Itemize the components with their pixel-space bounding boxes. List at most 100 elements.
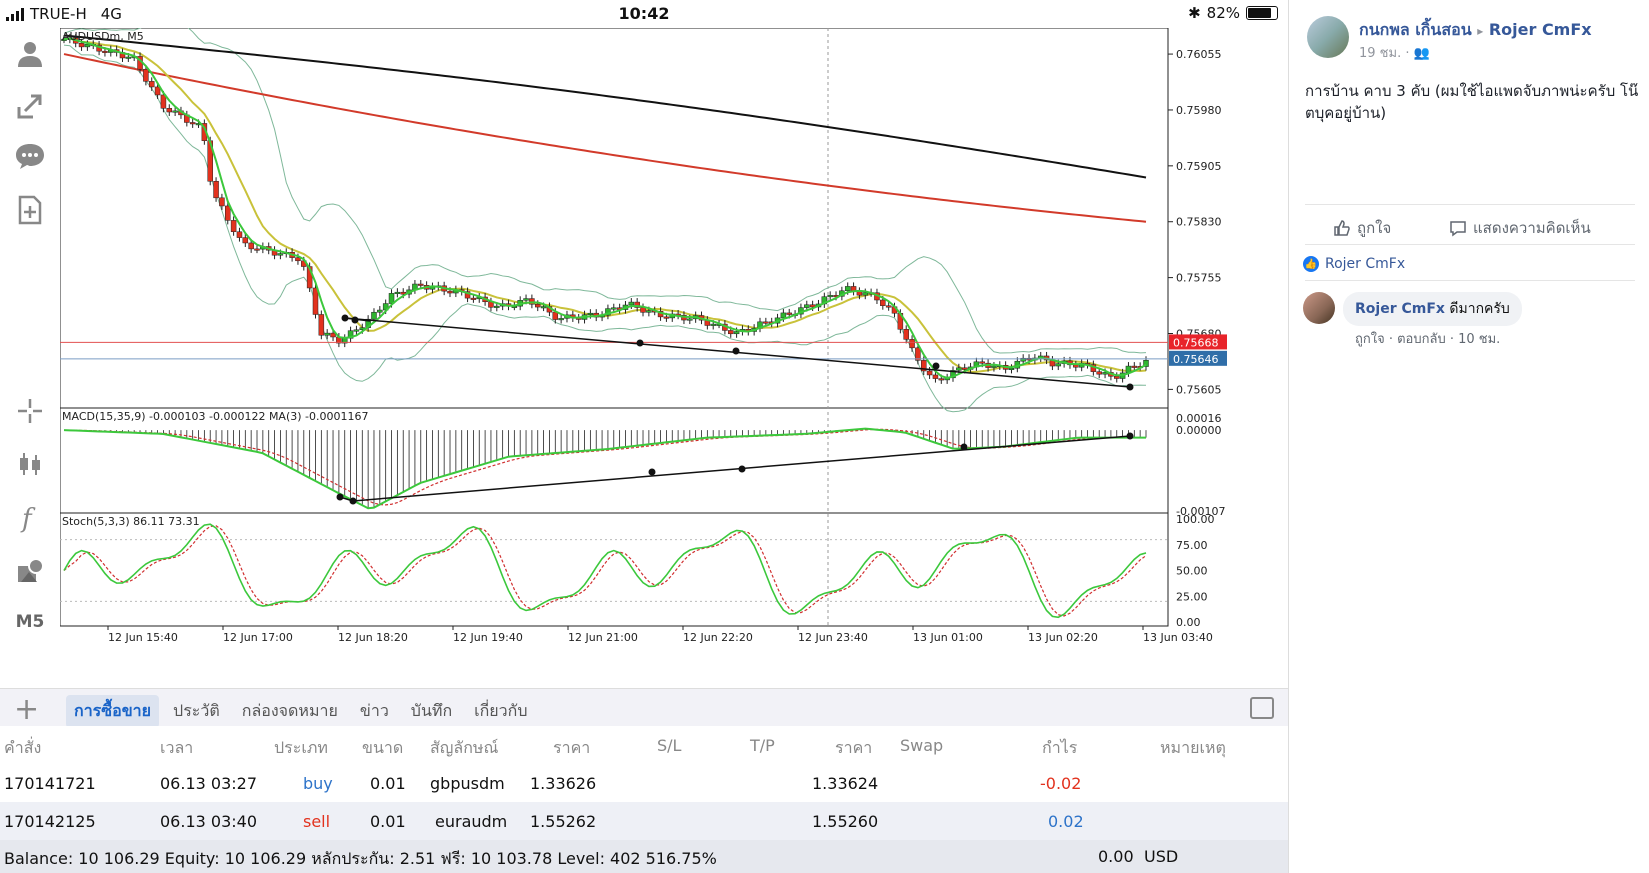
new-order-icon[interactable] [10, 192, 50, 228]
candle-body [330, 332, 336, 338]
post-header: กนกพล เกิ้นสอน ▸ Rojer CmFx [1359, 18, 1592, 43]
candle-body [470, 297, 477, 300]
tab-4[interactable]: บันทึก [410, 701, 453, 720]
order-id: 170141721 [4, 774, 96, 793]
clock: 10:42 [618, 4, 670, 23]
divider [1305, 280, 1635, 281]
table-row[interactable]: 170142125 06.13 03:40 sell 0.01 euraudm 1.552… [0, 802, 1288, 840]
candle-body [915, 347, 921, 361]
comment-button[interactable]: แสดงความคิดเห็น [1449, 216, 1591, 240]
column-header: กำไร [1042, 738, 1078, 757]
price-chart[interactable]: 0.76055 0.75980 0.75905 0.75830 0.75755 0.756… [60, 28, 1288, 688]
stoch-tick-label: 25.00 [1176, 590, 1208, 603]
chart-frame [60, 28, 1169, 627]
indicator-icon[interactable]: f [10, 500, 50, 536]
candle-body [166, 108, 173, 113]
tab-5[interactable]: เกี่ยวกับ [474, 701, 528, 720]
add-tab-button[interactable]: + [14, 692, 40, 727]
bluetooth-icon: ✱ [1188, 4, 1201, 22]
candle-body [418, 283, 424, 286]
stoch-tick-label: 75.00 [1176, 539, 1208, 552]
candle-body [827, 295, 833, 298]
candlestick-icon[interactable] [10, 446, 50, 482]
arrow-icon: ▸ [1477, 24, 1484, 38]
tab-3[interactable]: ข่าว [359, 701, 389, 720]
bollinger-lower [63, 44, 1147, 413]
objects-icon[interactable] [10, 552, 50, 588]
time-tick-label: 12 Jun 17:00 [223, 631, 293, 644]
candle-body [236, 231, 243, 238]
reactions-summary[interactable]: 👍 Rojer CmFx [1303, 256, 1405, 272]
account-icon[interactable] [10, 36, 50, 72]
column-header: เวลา [160, 738, 194, 757]
like-button[interactable]: ถูกใจ [1333, 216, 1391, 240]
time-tick-label: 13 Jun 01:00 [913, 631, 983, 644]
candle-body [903, 329, 909, 340]
candle-body [961, 367, 968, 370]
price-tick-label: 0.75980 [1176, 104, 1222, 117]
ask-price-box [1169, 350, 1227, 366]
candle-body [804, 304, 810, 308]
time-tick-label: 12 Jun 18:20 [338, 631, 408, 644]
comment-bubble: Rojer CmFx ดีมากครับ [1343, 292, 1522, 326]
candle-body [956, 367, 962, 371]
chat-icon[interactable] [10, 138, 50, 174]
open-price: 1.33626 [530, 774, 597, 793]
like-reaction-icon: 👍 [1303, 256, 1319, 272]
candle-body [587, 312, 594, 315]
candle-body [991, 365, 997, 368]
crosshair-icon[interactable] [10, 393, 50, 429]
candle-body [353, 329, 360, 332]
group-name[interactable]: Rojer CmFx [1488, 20, 1592, 39]
author-avatar[interactable] [1307, 16, 1349, 58]
comment-actions[interactable]: ถูกใจ · ตอบกลับ · 10 ชม. [1355, 332, 1501, 347]
price-tick-label: 0.75605 [1176, 383, 1222, 396]
order-profit: 0.02 [1048, 812, 1084, 831]
trendline-anchor [1126, 383, 1134, 391]
candle-body [862, 292, 869, 296]
total-profit: 0.00 [1098, 847, 1134, 866]
candle-body [540, 306, 547, 309]
tab-0[interactable]: การซื้อขาย [66, 695, 160, 728]
candle-body [324, 332, 330, 336]
candle-body [219, 197, 225, 207]
time-tick-label: 12 Jun 15:40 [108, 631, 178, 644]
table-row[interactable]: 170141721 06.13 03:27 buy 0.01 gbpusdm 1.3362… [0, 764, 1288, 802]
timeframe-button[interactable]: M5 [15, 612, 45, 632]
post-meta[interactable]: 19 ชม. · 👥 [1359, 46, 1430, 61]
battery-icon [1246, 6, 1278, 20]
candle-body [102, 50, 108, 53]
candle-body [733, 331, 740, 335]
candle-body [1096, 371, 1102, 375]
candle-body [1131, 365, 1138, 368]
candle-body [78, 42, 85, 48]
ma-red-line [63, 53, 1147, 223]
account-summary: Balance: 10 106.29 Equity: 10 106.29 หลั… [0, 840, 1288, 873]
candle-body [640, 307, 646, 313]
comment-icon [1450, 221, 1466, 237]
candle-body [938, 378, 945, 381]
tab-2[interactable]: กล่องจดหมาย [241, 701, 338, 720]
thumbs-up-icon [1334, 220, 1350, 236]
terminal-tabs: + การซื้อขาย ประวัติ กล่องจดหมาย ข่าว บันทึก… [0, 688, 1288, 728]
candle-body [950, 370, 956, 379]
tab-1[interactable]: ประวัติ [173, 701, 220, 720]
candle-body [523, 298, 529, 301]
ma-green-line [63, 37, 1147, 379]
chart-area[interactable]: 0.76055 0.75980 0.75905 0.75830 0.75755 0.756… [60, 28, 1288, 688]
order-symbol: gbpusdm [430, 774, 505, 793]
commenter-avatar[interactable] [1303, 292, 1335, 324]
candle-body [1143, 360, 1149, 367]
order-size: 0.01 [370, 812, 406, 831]
commenter-name[interactable]: Rojer CmFx [1355, 301, 1445, 317]
macd-trendline-anchor [648, 468, 656, 476]
price-tick-label: 0.75755 [1176, 272, 1222, 285]
candle-body [646, 310, 652, 313]
transfer-icon[interactable] [10, 88, 50, 124]
symbol-label: AUDUSDm, M5 [62, 30, 144, 43]
author-name[interactable]: กนกพล เกิ้นสอน [1359, 20, 1472, 39]
candle-body [885, 305, 892, 308]
order-time: 06.13 03:40 [160, 812, 257, 831]
time-tick-label: 12 Jun 19:40 [453, 631, 523, 644]
layout-icon[interactable] [1250, 697, 1274, 719]
